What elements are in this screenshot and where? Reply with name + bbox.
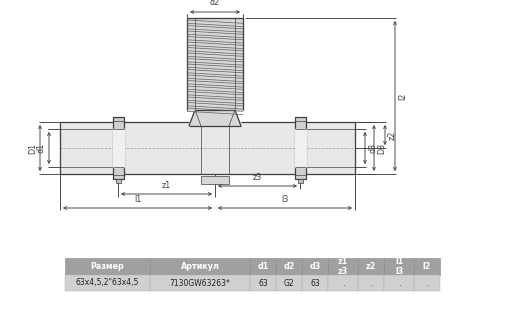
Text: D3: D3: [377, 143, 386, 153]
Bar: [414, 275, 440, 291]
Bar: [65, 275, 150, 291]
Bar: [358, 258, 384, 275]
Text: Размер: Размер: [90, 262, 124, 271]
Text: d3: d3: [309, 262, 321, 271]
Text: l1: l1: [134, 195, 141, 204]
Bar: [302, 275, 328, 291]
Text: d3: d3: [368, 143, 377, 153]
Text: z2: z2: [366, 262, 376, 271]
Bar: [384, 275, 414, 291]
Bar: [150, 275, 250, 291]
Text: z3: z3: [253, 173, 262, 182]
Bar: [328, 258, 358, 275]
Text: 63: 63: [310, 278, 320, 287]
Bar: [115, 179, 120, 183]
Bar: [250, 258, 276, 275]
Text: 63: 63: [258, 278, 268, 287]
Text: l2: l2: [423, 262, 431, 271]
Bar: [298, 179, 302, 183]
Text: G2: G2: [283, 278, 294, 287]
Bar: [295, 117, 305, 179]
Text: .: .: [342, 278, 344, 287]
Bar: [112, 117, 123, 179]
Bar: [276, 275, 302, 291]
Polygon shape: [187, 18, 243, 110]
Text: d1: d1: [37, 143, 46, 153]
Text: z1
z3: z1 z3: [338, 257, 348, 276]
Text: D1: D1: [28, 143, 37, 153]
Text: d2: d2: [283, 262, 295, 271]
Bar: [302, 258, 328, 275]
Text: .: .: [426, 278, 428, 287]
Text: .: .: [398, 278, 400, 287]
Bar: [358, 275, 384, 291]
Text: Артикул: Артикул: [180, 262, 219, 271]
Polygon shape: [189, 110, 241, 126]
Text: z2: z2: [388, 130, 397, 140]
Bar: [150, 258, 250, 275]
Bar: [328, 275, 358, 291]
Bar: [414, 258, 440, 275]
Text: d1: d1: [258, 262, 269, 271]
Bar: [384, 258, 414, 275]
Text: z1: z1: [162, 181, 171, 190]
Bar: [65, 258, 150, 275]
Text: d2: d2: [210, 0, 220, 7]
Text: .: .: [370, 278, 372, 287]
Text: 63x4,5,2"63x4,5: 63x4,5,2"63x4,5: [76, 278, 139, 287]
Text: 7130GW63263*: 7130GW63263*: [170, 278, 231, 287]
Bar: [276, 258, 302, 275]
Text: l3: l3: [281, 195, 289, 204]
Bar: [250, 275, 276, 291]
Text: l1
l3: l1 l3: [395, 257, 403, 276]
Bar: [201, 176, 229, 184]
Text: l2: l2: [398, 92, 407, 100]
